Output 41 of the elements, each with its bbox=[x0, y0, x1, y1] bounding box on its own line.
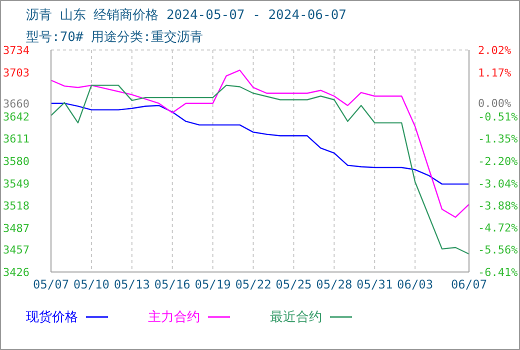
y2-tick-label: -4.72% bbox=[478, 221, 518, 234]
x-tick-label: 05/16 bbox=[154, 278, 190, 292]
line-series bbox=[51, 70, 469, 218]
x-tick-label: 05/28 bbox=[316, 278, 352, 292]
y2-tick-label: -1.35% bbox=[478, 132, 518, 146]
x-tick-label: 05/07 bbox=[32, 278, 70, 292]
y-tick-label: 3457 bbox=[3, 244, 30, 257]
y2-tick-label: 1.17% bbox=[478, 66, 512, 80]
line-series bbox=[51, 102, 469, 185]
line-series bbox=[51, 84, 469, 255]
y2-tick-label: -3.88% bbox=[478, 199, 518, 212]
y2-tick-label: -0.51% bbox=[478, 110, 518, 124]
x-tick-label: 06/03 bbox=[397, 278, 434, 292]
legend-label: 主力合约 bbox=[148, 309, 201, 326]
y2-tick-label: -3.04% bbox=[478, 177, 518, 190]
x-tick-label: 05/22 bbox=[235, 278, 272, 292]
chart-subtitle: 型号:70# 用途分类:重交沥青 bbox=[26, 29, 203, 46]
y2-tick-label: -6.41% bbox=[478, 266, 518, 279]
y2-tick-label: -2.20% bbox=[478, 155, 518, 168]
x-tick-label: 05/25 bbox=[276, 278, 312, 292]
y-tick-label: 3518 bbox=[3, 200, 30, 213]
y-tick-label: 3660 bbox=[3, 97, 30, 110]
y-tick-label: 3426 bbox=[3, 266, 30, 279]
x-tick-label: 05/10 bbox=[73, 278, 110, 292]
x-tick-label: 05/19 bbox=[194, 278, 231, 292]
y-tick-label: 3642 bbox=[3, 110, 30, 124]
y-tick-label: 3549 bbox=[3, 177, 30, 190]
y-tick-label: 3580 bbox=[3, 155, 30, 168]
x-tick-label: 05/31 bbox=[356, 278, 393, 292]
y2-tick-label: 0.00% bbox=[478, 97, 512, 110]
y-tick-label: 3703 bbox=[3, 66, 30, 80]
y-tick-label: 3611 bbox=[3, 132, 30, 146]
chart-title: 沥青 山东 经销商价格 2024-05-07 - 2024-06-07 bbox=[26, 7, 346, 24]
legend-label: 现货价格 bbox=[26, 309, 79, 326]
y-tick-label: 3487 bbox=[3, 222, 30, 236]
y2-tick-label: 2.02% bbox=[478, 44, 512, 57]
x-tick-label: 05/13 bbox=[114, 278, 150, 292]
legend-label: 最近合约 bbox=[270, 309, 323, 326]
y2-tick-label: -5.56% bbox=[478, 244, 518, 257]
y-tick-label: 3734 bbox=[3, 44, 30, 57]
x-tick-label: 06/07 bbox=[450, 278, 488, 292]
